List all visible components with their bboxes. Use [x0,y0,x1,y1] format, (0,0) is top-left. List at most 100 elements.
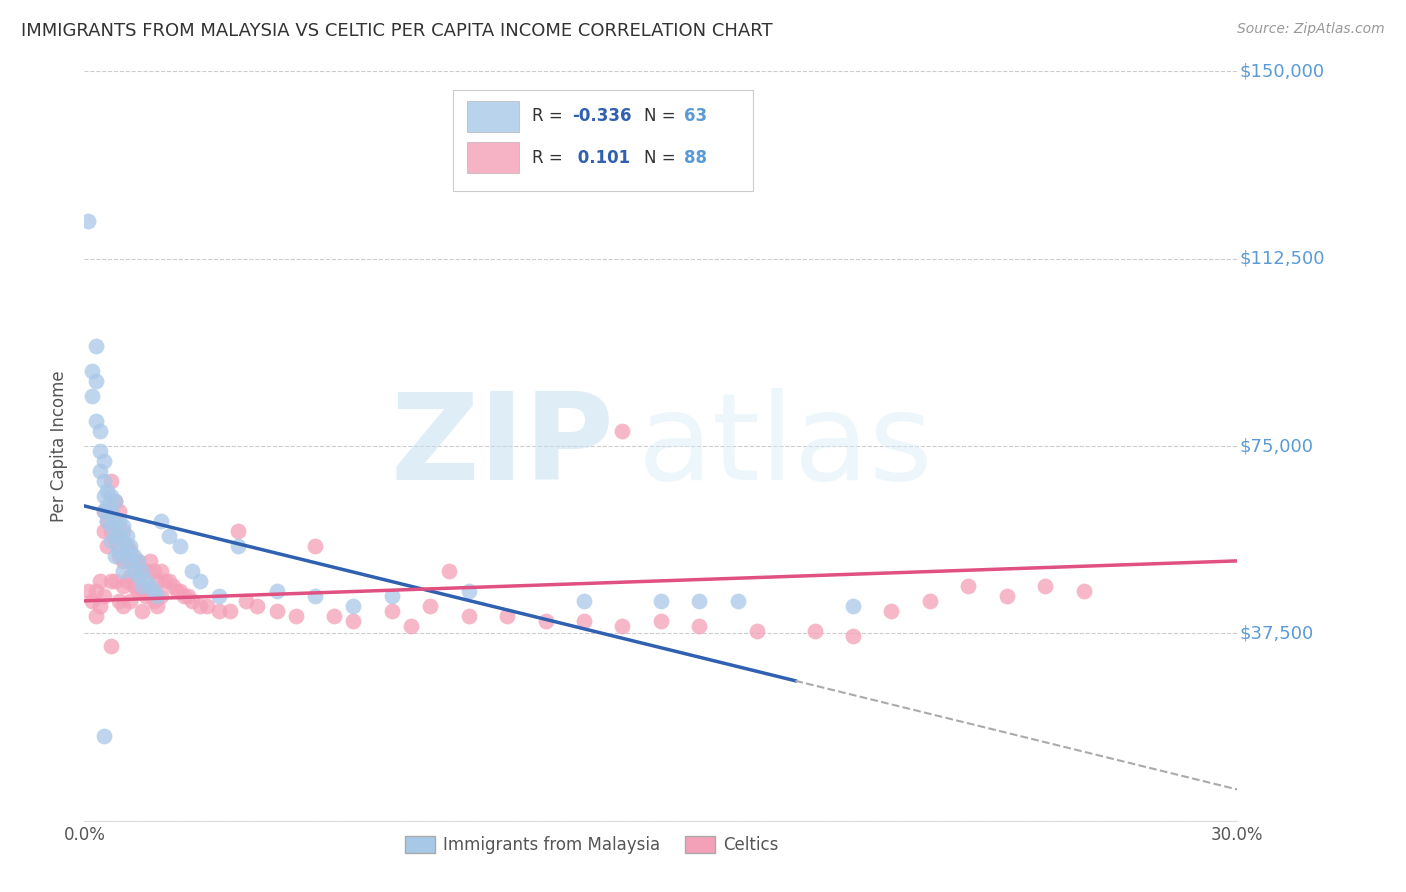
Point [745,624,768,638]
Point [177,589,200,603]
Point [84,583,107,598]
Text: atlas: atlas [638,387,934,505]
Point [131,564,153,578]
Point [284,608,307,623]
Point [89,464,111,478]
Point [108,549,131,563]
Point [188,599,211,613]
Point [80,364,103,378]
Point [96,539,118,553]
Point [111,554,134,568]
Text: $75,000: $75,000 [1240,437,1313,455]
Point [1033,579,1056,593]
Text: R =: R = [531,107,568,125]
FancyBboxPatch shape [467,142,519,173]
Point [96,483,118,498]
Point [150,589,173,603]
Point [93,489,115,503]
Point [96,499,118,513]
Point [115,544,138,558]
Point [115,529,138,543]
Legend: Immigrants from Malaysia, Celtics: Immigrants from Malaysia, Celtics [398,830,786,861]
Point [77,214,100,228]
Point [124,554,146,568]
Point [612,619,634,633]
Point [496,608,519,623]
Point [572,594,595,608]
Text: $150,000: $150,000 [1240,62,1324,80]
Point [124,564,146,578]
Point [381,604,404,618]
Point [439,564,461,578]
Point [399,619,422,633]
Point [120,554,142,568]
Point [166,583,188,598]
Point [957,579,980,593]
Point [100,519,122,533]
Point [381,589,404,603]
Point [108,504,131,518]
Point [93,504,115,518]
Point [208,604,231,618]
Point [84,414,107,428]
Point [138,554,160,568]
Point [157,529,180,543]
Point [100,524,122,538]
Point [142,564,165,578]
Point [100,474,122,488]
Point [918,594,941,608]
Point [131,579,153,593]
Point [93,454,115,468]
Point [181,564,204,578]
Point [100,574,122,588]
Point [131,583,153,598]
Point [195,599,218,613]
Point [266,583,288,598]
Point [727,594,749,608]
Point [1073,583,1095,598]
Text: Source: ZipAtlas.com: Source: ZipAtlas.com [1237,22,1385,37]
Point [115,574,138,588]
Text: $112,500: $112,500 [1240,250,1324,268]
Point [93,729,115,743]
Point [104,494,127,508]
Point [842,629,865,643]
Point [104,529,127,543]
Point [93,524,115,538]
Point [93,474,115,488]
Point [80,389,103,403]
Point [208,589,231,603]
Point [93,504,115,518]
Point [111,549,134,563]
Point [108,529,131,543]
Point [342,599,364,613]
Point [104,494,127,508]
Point [173,589,195,603]
Point [127,554,149,568]
Point [842,599,865,613]
Point [135,589,157,603]
Point [108,544,131,558]
FancyBboxPatch shape [453,90,754,191]
Point [169,583,191,598]
Point [457,583,479,598]
Point [111,599,134,613]
Point [169,539,191,553]
Point [104,549,127,563]
Text: R =: R = [531,149,568,167]
Text: $37,500: $37,500 [1240,624,1313,642]
Point [880,604,903,618]
Text: IMMIGRANTS FROM MALAYSIA VS CELTIC PER CAPITA INCOME CORRELATION CHART: IMMIGRANTS FROM MALAYSIA VS CELTIC PER C… [21,22,773,40]
Point [650,614,672,628]
Point [995,589,1018,603]
Point [120,569,142,583]
Point [226,539,249,553]
Point [120,539,142,553]
Text: N =: N = [644,107,681,125]
Point [84,608,107,623]
Point [266,604,288,618]
Point [146,589,169,603]
Point [96,514,118,528]
Point [162,579,184,593]
Point [688,594,710,608]
